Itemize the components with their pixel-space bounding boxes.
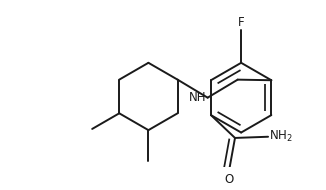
Text: O: O — [224, 173, 234, 186]
Text: NH$_2$: NH$_2$ — [269, 129, 293, 144]
Text: NH: NH — [189, 91, 206, 104]
Text: F: F — [238, 16, 244, 28]
